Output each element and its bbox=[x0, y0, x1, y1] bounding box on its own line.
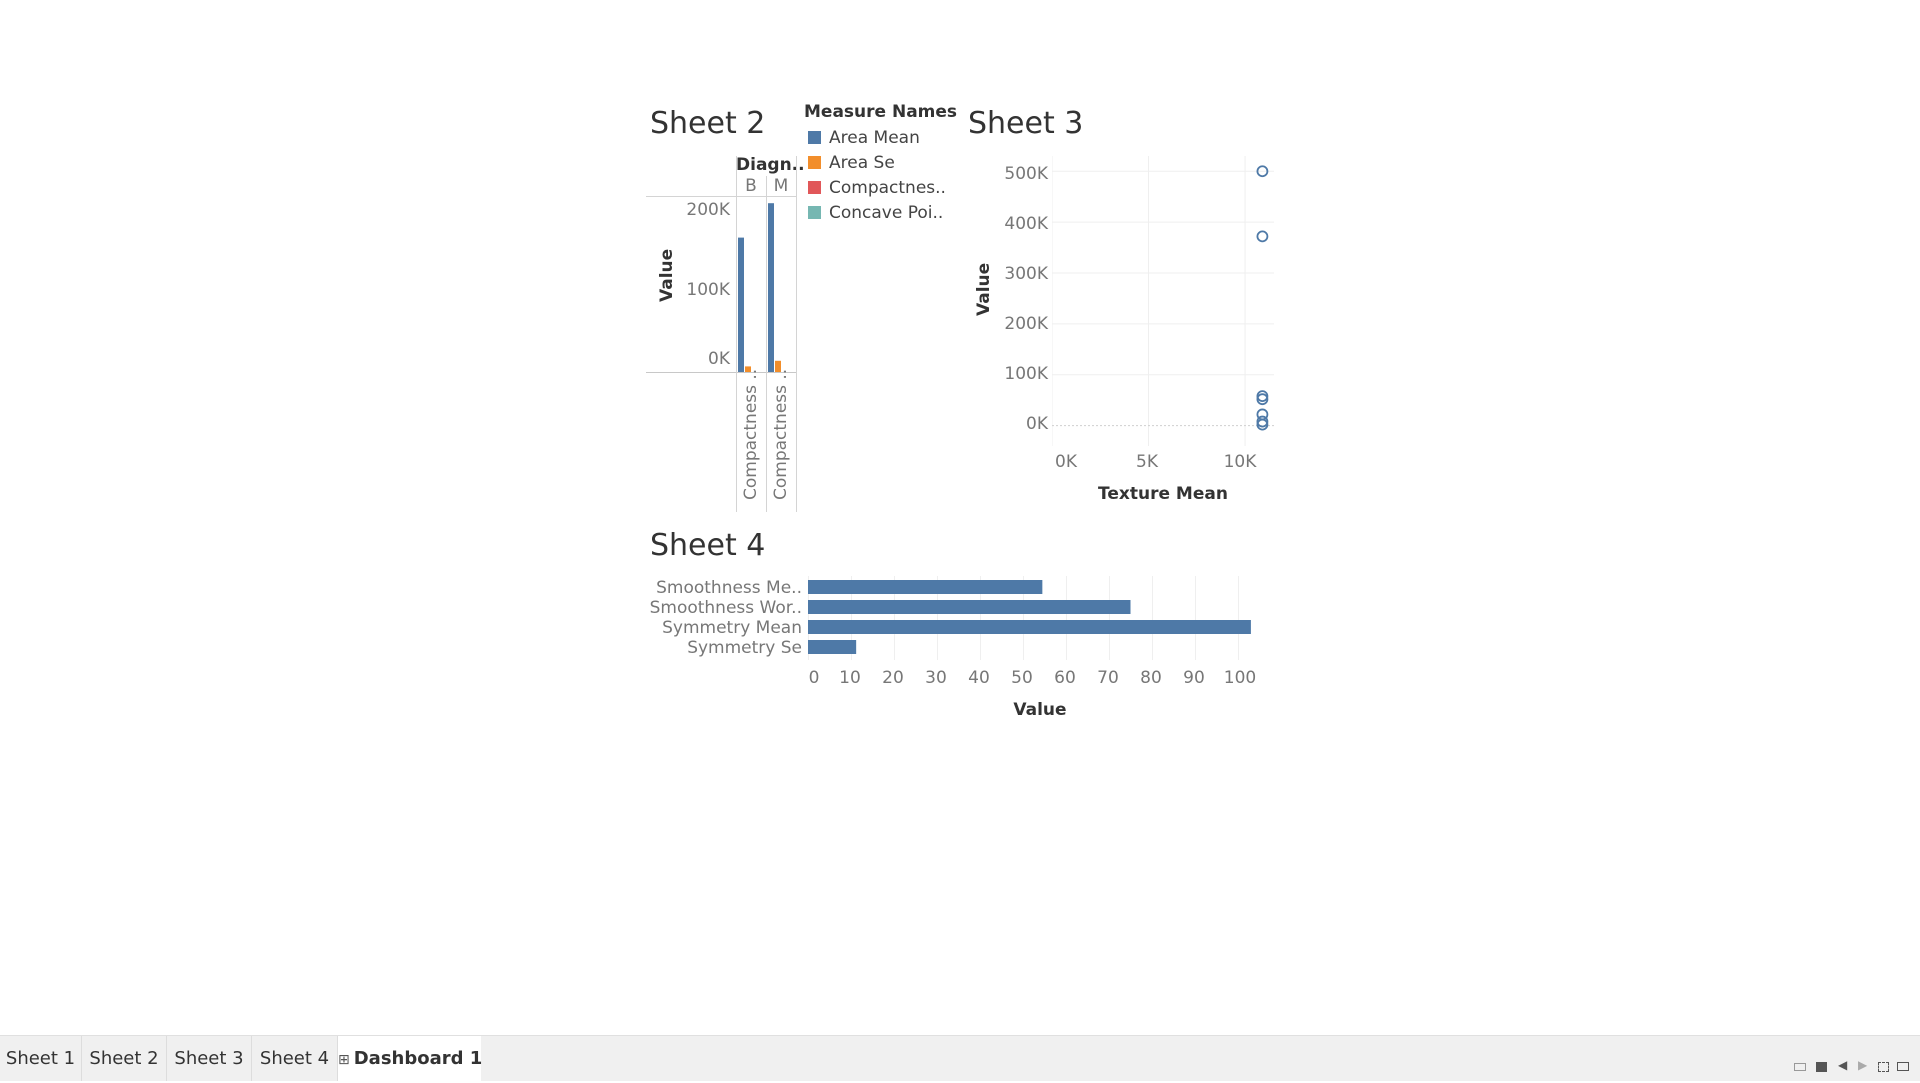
sheet3-y-tick-200k: 200K bbox=[1004, 314, 1048, 334]
sheet3-x-axis-title: Texture Mean bbox=[1098, 484, 1228, 504]
legend-item-area-se[interactable]: Area Se bbox=[808, 152, 895, 174]
dashboard-icon: ⊞ bbox=[338, 1052, 350, 1068]
sheet4-x-tick: 50 bbox=[1011, 668, 1033, 688]
sheet2-header-col-m: M bbox=[773, 176, 789, 196]
sheet3-point bbox=[1256, 418, 1269, 431]
sheet2-bar-chart bbox=[738, 203, 781, 372]
sheet2-divider-right bbox=[796, 156, 797, 512]
sheet4-category-label: Symmetry Mean bbox=[662, 618, 802, 638]
sheet2-title: Sheet 2 bbox=[650, 106, 766, 141]
sheet4-x-tick: 100 bbox=[1223, 668, 1257, 688]
sheet4-bar-symmetry-se bbox=[808, 640, 857, 654]
sheet2-top-border bbox=[646, 196, 796, 197]
sheet4-category-label: Smoothness Me.. bbox=[656, 578, 802, 598]
scroll-left-icon[interactable]: ◀ bbox=[1838, 1058, 1848, 1072]
legend-label: Area Mean bbox=[829, 128, 920, 148]
sheet2-x-label-m: Compactness .. bbox=[771, 368, 791, 500]
sheet3-y-tick-0k: 0K bbox=[1026, 414, 1048, 434]
show-tabs-icon[interactable] bbox=[1816, 1062, 1827, 1072]
sheet2-x-label-b: Compactness .. bbox=[741, 368, 761, 500]
tab-sheet-4[interactable]: Sheet 4 bbox=[252, 1036, 338, 1081]
legend-title: Measure Names bbox=[804, 102, 958, 122]
sheet4-x-tick: 80 bbox=[1140, 668, 1162, 688]
sheet4-x-tick: 90 bbox=[1183, 668, 1205, 688]
legend-label: Concave Poi.. bbox=[829, 203, 944, 223]
sheet3-point bbox=[1256, 230, 1269, 243]
show-filmstrip-icon[interactable] bbox=[1794, 1063, 1806, 1071]
legend-swatch bbox=[808, 156, 821, 169]
sheet2-header-title: Diagn.. bbox=[736, 155, 805, 175]
sheet3-scatter-plot bbox=[1052, 156, 1274, 446]
sheet2-bar-area-se-b bbox=[745, 366, 751, 372]
sheet4-title: Sheet 4 bbox=[650, 528, 766, 563]
sheet2-y-tick-0k: 0K bbox=[708, 349, 730, 369]
sheet3-y-tick-500k: 500K bbox=[1004, 164, 1048, 184]
sheet2-y-axis-title: Value bbox=[657, 248, 677, 302]
presentation-mode-icon[interactable] bbox=[1897, 1062, 1909, 1071]
fullscreen-icon[interactable] bbox=[1878, 1062, 1889, 1072]
sheet4-x-tick: 40 bbox=[968, 668, 990, 688]
legend-label: Compactnes.. bbox=[829, 178, 946, 198]
sheet4-category-label: Symmetry Se bbox=[687, 638, 802, 658]
tab-dashboard-1-label: Dashboard 1 bbox=[353, 1048, 483, 1069]
sheet3-y-tick-400k: 400K bbox=[1004, 214, 1048, 234]
sheet3-y-tick-100k: 100K bbox=[1004, 364, 1048, 384]
sheet3-point bbox=[1256, 165, 1269, 178]
sheet4-bar-smoothness-wor-- bbox=[808, 600, 1131, 614]
sheet3-y-tick-300k: 300K bbox=[1004, 264, 1048, 284]
sheet3-x-tick-0k: 0K bbox=[1055, 452, 1077, 472]
sheet2-y-tick-100k: 100K bbox=[686, 280, 730, 300]
legend-item-area-mean[interactable]: Area Mean bbox=[808, 127, 920, 149]
sheet3-point bbox=[1256, 393, 1269, 406]
legend-item-compactness[interactable]: Compactnes.. bbox=[808, 177, 946, 199]
sheet2-bar-area-mean-m bbox=[768, 203, 774, 372]
sheet-tab-bar: Sheet 1 Sheet 2 Sheet 3 Sheet 4 ⊞ Dashboa… bbox=[0, 1035, 1920, 1081]
sheet2-bar-area-mean-b bbox=[738, 237, 744, 372]
sheet4-x-tick: 20 bbox=[882, 668, 904, 688]
sheet2-divider-left bbox=[736, 156, 737, 512]
sheet2-bar-area-se-m bbox=[775, 360, 781, 372]
legend-item-concave-points[interactable]: Concave Poi.. bbox=[808, 202, 943, 224]
sheet4-bar-smoothness-me-- bbox=[808, 580, 1043, 594]
sheet4-bar-symmetry-mean bbox=[808, 620, 1251, 634]
legend-swatch bbox=[808, 206, 821, 219]
sheet2-y-tick-200k: 200K bbox=[686, 200, 730, 220]
tab-sheet-3[interactable]: Sheet 3 bbox=[167, 1036, 252, 1081]
legend-swatch bbox=[808, 131, 821, 144]
sheet4-x-axis-title: Value bbox=[1013, 700, 1067, 720]
sheet4-bar-chart bbox=[808, 576, 1251, 660]
sheet4-x-tick: 70 bbox=[1097, 668, 1119, 688]
sheet2-baseline bbox=[646, 372, 796, 373]
tab-sheet-1[interactable]: Sheet 1 bbox=[0, 1036, 82, 1081]
legend-label: Area Se bbox=[829, 153, 895, 173]
sheet4-x-tick: 30 bbox=[925, 668, 947, 688]
sheet3-title: Sheet 3 bbox=[968, 106, 1084, 141]
sheet4-x-tick: 60 bbox=[1054, 668, 1076, 688]
sheet4-x-tick: 10 bbox=[839, 668, 861, 688]
scroll-right-icon[interactable]: ▶ bbox=[1858, 1058, 1868, 1072]
sheet2-header-col-b: B bbox=[745, 176, 757, 196]
legend-swatch bbox=[808, 181, 821, 194]
sheet2-divider-mid bbox=[766, 176, 767, 512]
sheet4-category-label: Smoothness Wor.. bbox=[649, 598, 802, 618]
sheet3-x-tick-5k: 5K bbox=[1136, 452, 1158, 472]
tab-dashboard-1[interactable]: ⊞ Dashboard 1 bbox=[338, 1036, 483, 1081]
sheet3-x-tick-10k: 10K bbox=[1223, 452, 1257, 472]
sheet4-x-tick: 0 bbox=[808, 668, 820, 688]
tab-sheet-2[interactable]: Sheet 2 bbox=[82, 1036, 167, 1081]
